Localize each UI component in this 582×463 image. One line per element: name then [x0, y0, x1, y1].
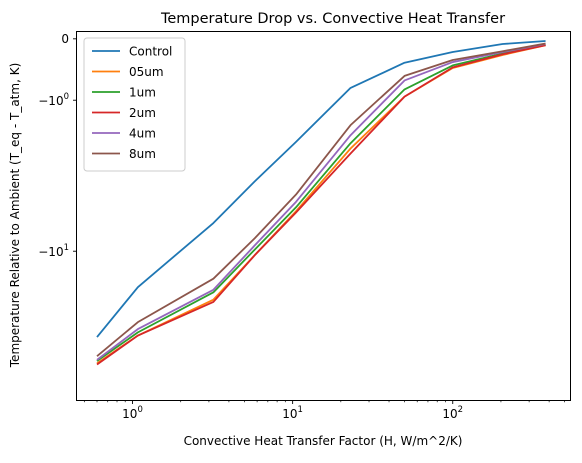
y-tick-label: 0 — [61, 32, 69, 46]
chart-title: Temperature Drop vs. Convective Heat Tra… — [160, 11, 505, 27]
legend: Control 05um 1um 2um 4um 8um — [83, 37, 186, 172]
series-line-8um — [96, 42, 546, 357]
axes-frame — [76, 31, 571, 401]
legend-label-Control: Control — [129, 45, 172, 59]
y-tick-label: −101 — [38, 243, 69, 259]
legend-label-1um: 1um — [129, 86, 156, 100]
legend-label-8um: 8um — [129, 147, 156, 161]
series-line-1um — [96, 43, 546, 362]
y-tick-label: −100 — [38, 92, 69, 108]
legend-label-2um: 2um — [129, 106, 156, 120]
y-axis-label: Temperature Relative to Ambient (T_eq - … — [8, 63, 22, 368]
x-tick-label: 100 — [122, 405, 143, 421]
y-axis-ticks: 0 −100 −101 — [38, 32, 77, 259]
series-line-2um — [96, 44, 546, 366]
series-line-Control — [96, 40, 546, 338]
legend-label-4um: 4um — [129, 127, 156, 141]
legend-label-05um: 05um — [129, 65, 164, 79]
plot-area — [96, 40, 546, 366]
series-line-4um — [96, 43, 546, 361]
x-tick-label: 101 — [282, 405, 303, 421]
x-axis-label: Convective Heat Transfer Factor (H, W/m^… — [184, 434, 463, 448]
x-tick-label: 102 — [442, 405, 463, 421]
x-axis-ticks: 100 101 102 — [83, 400, 565, 421]
